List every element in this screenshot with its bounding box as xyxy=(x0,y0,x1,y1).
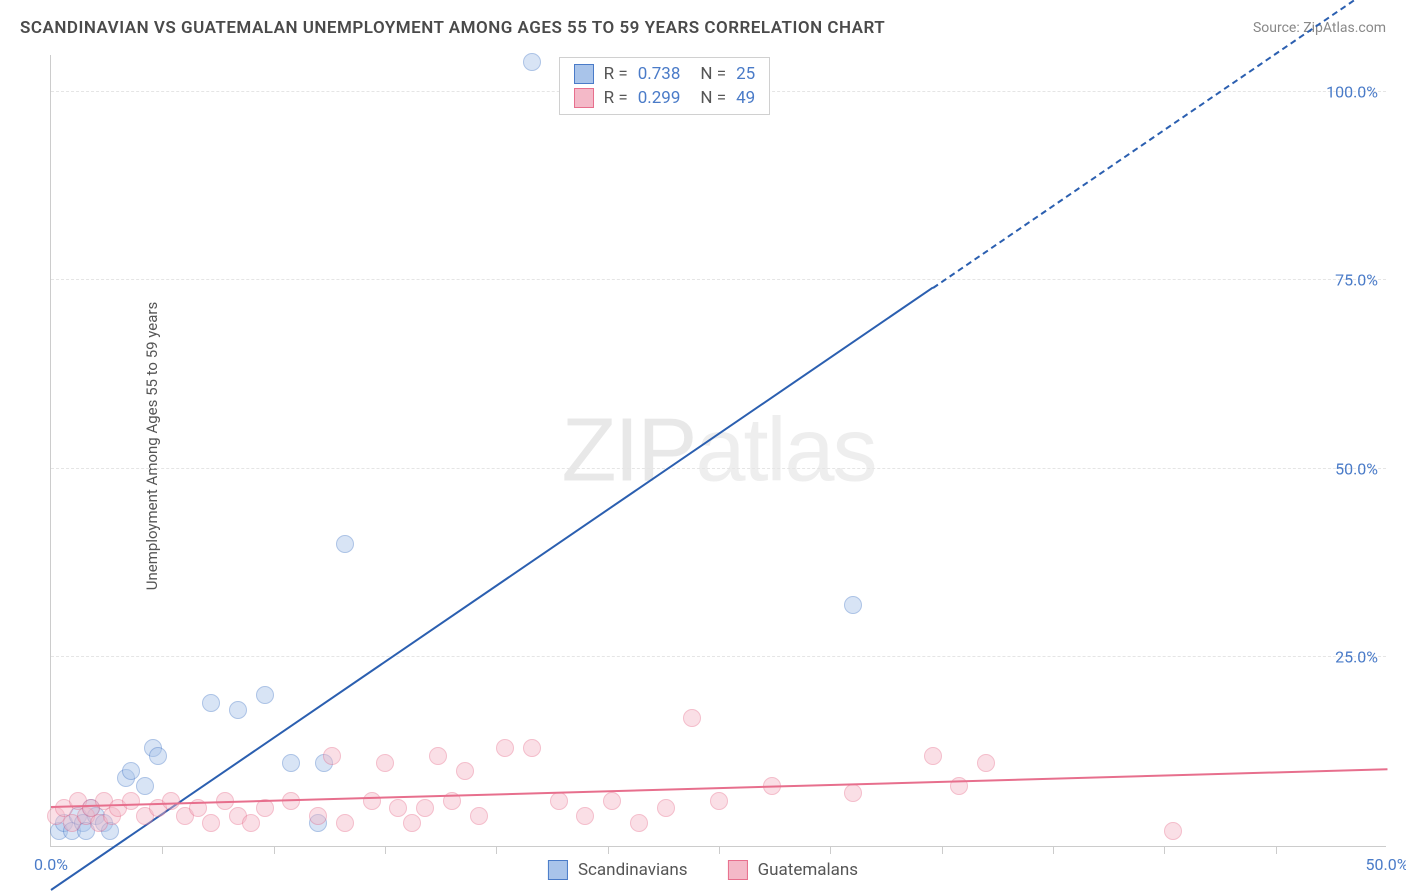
data-point xyxy=(576,807,594,825)
legend-row: R = 0.738 N = 25 xyxy=(574,64,756,84)
n-label: N = xyxy=(700,88,726,108)
y-tick-label: 75.0% xyxy=(1335,271,1378,290)
legend-swatch xyxy=(574,88,594,108)
x-tick xyxy=(162,846,163,854)
data-point xyxy=(523,53,541,71)
data-point xyxy=(242,814,260,832)
data-point xyxy=(429,747,447,765)
data-point xyxy=(202,814,220,832)
x-tick-label: 0.0% xyxy=(34,855,68,874)
x-tick xyxy=(274,846,275,854)
legend-swatch xyxy=(728,860,748,880)
source-link[interactable]: ZipAtlas.com xyxy=(1303,20,1386,36)
source-prefix: Source: xyxy=(1253,20,1303,36)
n-label: N = xyxy=(700,64,726,84)
data-point xyxy=(229,701,247,719)
n-value: 25 xyxy=(736,64,755,84)
x-tick xyxy=(719,846,720,854)
series-name: Guatemalans xyxy=(758,860,858,880)
data-point xyxy=(403,814,421,832)
legend-swatch xyxy=(548,860,568,880)
chart-title: SCANDINAVIAN VS GUATEMALAN UNEMPLOYMENT … xyxy=(20,18,885,38)
n-value: 49 xyxy=(736,88,755,108)
r-value: 0.738 xyxy=(638,64,681,84)
legend-item: Scandinavians xyxy=(548,860,688,880)
trend-line xyxy=(50,287,933,891)
legend-item: Guatemalans xyxy=(728,860,858,880)
series-legend: Scandinavians Guatemalans xyxy=(548,860,858,880)
gridline xyxy=(51,656,1386,657)
trend-line xyxy=(932,0,1387,289)
data-point xyxy=(456,762,474,780)
data-point xyxy=(630,814,648,832)
data-point xyxy=(363,792,381,810)
x-tick xyxy=(385,846,386,854)
data-point xyxy=(256,686,274,704)
data-point xyxy=(1164,822,1182,840)
data-point xyxy=(202,694,220,712)
data-point xyxy=(416,799,434,817)
data-point xyxy=(603,792,621,810)
data-point xyxy=(136,777,154,795)
data-point xyxy=(376,754,394,772)
x-tick xyxy=(830,846,831,854)
data-point xyxy=(683,709,701,727)
data-point xyxy=(309,807,327,825)
data-point xyxy=(523,739,541,757)
y-tick-label: 25.0% xyxy=(1335,648,1378,667)
x-tick xyxy=(1164,846,1165,854)
watermark: ZIPatlas xyxy=(561,399,875,502)
x-tick xyxy=(1276,846,1277,854)
data-point xyxy=(657,799,675,817)
gridline xyxy=(51,468,1386,469)
data-point xyxy=(149,747,167,765)
data-point xyxy=(162,792,180,810)
data-point xyxy=(122,792,140,810)
data-point xyxy=(122,762,140,780)
x-tick xyxy=(1053,846,1054,854)
data-point xyxy=(844,596,862,614)
data-point xyxy=(977,754,995,772)
legend-swatch xyxy=(574,64,594,84)
gridline xyxy=(51,279,1386,280)
plot-area: ZIPatlas 25.0%50.0%75.0%100.0%0.0%50.0%R… xyxy=(50,55,1386,847)
data-point xyxy=(470,807,488,825)
y-tick-label: 50.0% xyxy=(1335,459,1378,478)
r-label: R = xyxy=(604,64,628,84)
correlation-legend: R = 0.738 N = 25 R = 0.299 N = 49 xyxy=(559,57,771,115)
x-tick-label: 50.0% xyxy=(1366,855,1406,874)
series-name: Scandinavians xyxy=(578,860,688,880)
data-point xyxy=(282,754,300,772)
y-tick-label: 100.0% xyxy=(1326,82,1378,101)
data-point xyxy=(710,792,728,810)
watermark-zip: ZIP xyxy=(561,400,695,500)
data-point xyxy=(924,747,942,765)
data-point xyxy=(389,799,407,817)
data-point xyxy=(550,792,568,810)
data-point xyxy=(844,784,862,802)
data-point xyxy=(336,814,354,832)
data-point xyxy=(496,739,514,757)
watermark-atlas: atlas xyxy=(695,400,875,500)
r-label: R = xyxy=(604,88,628,108)
x-tick xyxy=(942,846,943,854)
legend-row: R = 0.299 N = 49 xyxy=(574,88,756,108)
data-point xyxy=(323,747,341,765)
r-value: 0.299 xyxy=(638,88,681,108)
x-tick xyxy=(496,846,497,854)
x-tick xyxy=(608,846,609,854)
data-point xyxy=(336,535,354,553)
